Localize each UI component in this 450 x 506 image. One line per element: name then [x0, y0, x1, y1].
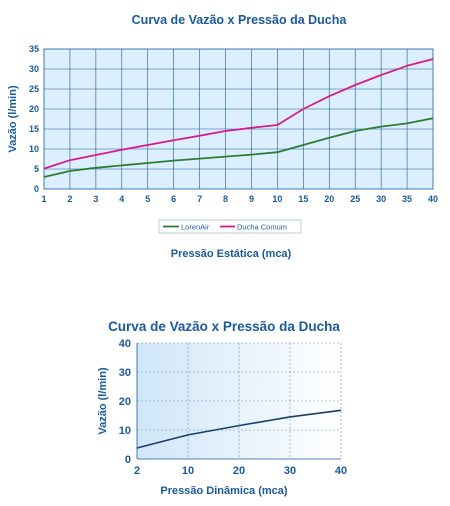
chart1-y-tick-label: 0 [34, 184, 39, 194]
chart1-y-ticks: 0 5 10 15 20 25 30 35 [29, 44, 39, 194]
chart2-y-tick-label: 20 [119, 396, 131, 408]
chart2-x-tick-label: 2 [134, 465, 140, 477]
chart1-x-tick-label: 25 [350, 194, 360, 204]
chart2-x-tick-label: 10 [182, 465, 194, 477]
legend-label-ducha-comum: Ducha Comum [237, 223, 287, 232]
chart2-series-line [136, 409, 342, 449]
chart2-grid [137, 342, 342, 459]
chart1-x-tick-label: 20 [324, 194, 334, 204]
chart1-grid [44, 49, 433, 189]
chart1-plot-area [43, 48, 434, 190]
chart1-x-tick-label: 10 [272, 194, 282, 204]
chart1-x-tick-label: 3 [93, 194, 98, 204]
chart1-x-tick-label: 1 [41, 194, 46, 204]
chart2-title: Curva de Vazão x Pressão da Ducha [108, 319, 340, 334]
chart1-x-tick-label: 9 [249, 194, 254, 204]
chart2-y-tick-label: 10 [119, 425, 131, 437]
chart1-x-tick-label: 6 [171, 194, 176, 204]
chart-flow-vs-dynamic-pressure: Curva de Vazão x Pressão da Ducha 0 10 20 3… [97, 319, 347, 497]
chart2-y-ticks: 0 10 20 30 40 [119, 338, 131, 466]
chart2-y-tick-label: 30 [119, 367, 131, 379]
chart1-x-tick-label: 7 [197, 194, 202, 204]
chart2-y-axis-label: Vazão (l/min) [97, 367, 109, 435]
chart1-x-tick-label: 2 [67, 194, 72, 204]
legend-label-lorenair: LorenAir [181, 223, 210, 232]
chart1-y-tick-label: 10 [29, 144, 39, 154]
chart1-y-tick-label: 35 [29, 44, 39, 54]
chart1-legend: LorenAir Ducha Comum [158, 219, 302, 234]
chart1-series-line-ducha-comum [43, 58, 434, 170]
chart1-y-tick-label: 25 [29, 84, 39, 94]
chart2-x-tick-label: 20 [233, 465, 245, 477]
chart1-x-tick-label: 35 [402, 194, 412, 204]
chart1-title: Curva de Vazão x Pressão da Ducha [132, 13, 348, 27]
chart1-x-tick-label: 30 [376, 194, 386, 204]
chart1-y-tick-label: 15 [29, 124, 39, 134]
chart2-x-tick-label: 30 [284, 465, 296, 477]
chart2-x-tick-label: 40 [335, 465, 347, 477]
chart1-series-line-lorenair [43, 117, 434, 178]
chart1-x-tick-label: 8 [223, 194, 228, 204]
chart2-x-axis-label: Pressão Dinâmica (mca) [160, 485, 288, 497]
chart1-series [43, 58, 434, 178]
chart1-x-tick-label: 40 [428, 194, 438, 204]
chart-flow-vs-static-pressure: Curva de Vazão x Pressão da Ducha 051015… [7, 13, 438, 260]
chart1-y-tick-label: 5 [34, 164, 39, 174]
chart2-y-tick-label: 0 [125, 454, 131, 466]
chart1-x-ticks: 1 2 3 4 5 6 7 8 9 10 15 20 25 30 35 40 [41, 194, 438, 204]
chart1-x-tick-label: 4 [119, 194, 124, 204]
chart1-x-axis-label: Pressão Estática (mca) [171, 248, 292, 260]
chart1-y-tick-label: 30 [29, 64, 39, 74]
chart1-x-tick-label: 15 [298, 194, 308, 204]
chart1-y-tick-label: 20 [29, 104, 39, 114]
chart1-y-axis-label: Vazão (l/min) [7, 85, 19, 153]
chart2-x-ticks: 2 10 20 30 40 [134, 465, 347, 477]
chart1-x-tick-label: 5 [145, 194, 150, 204]
chart2-y-tick-label: 40 [119, 338, 131, 350]
chart2-series [136, 409, 342, 449]
